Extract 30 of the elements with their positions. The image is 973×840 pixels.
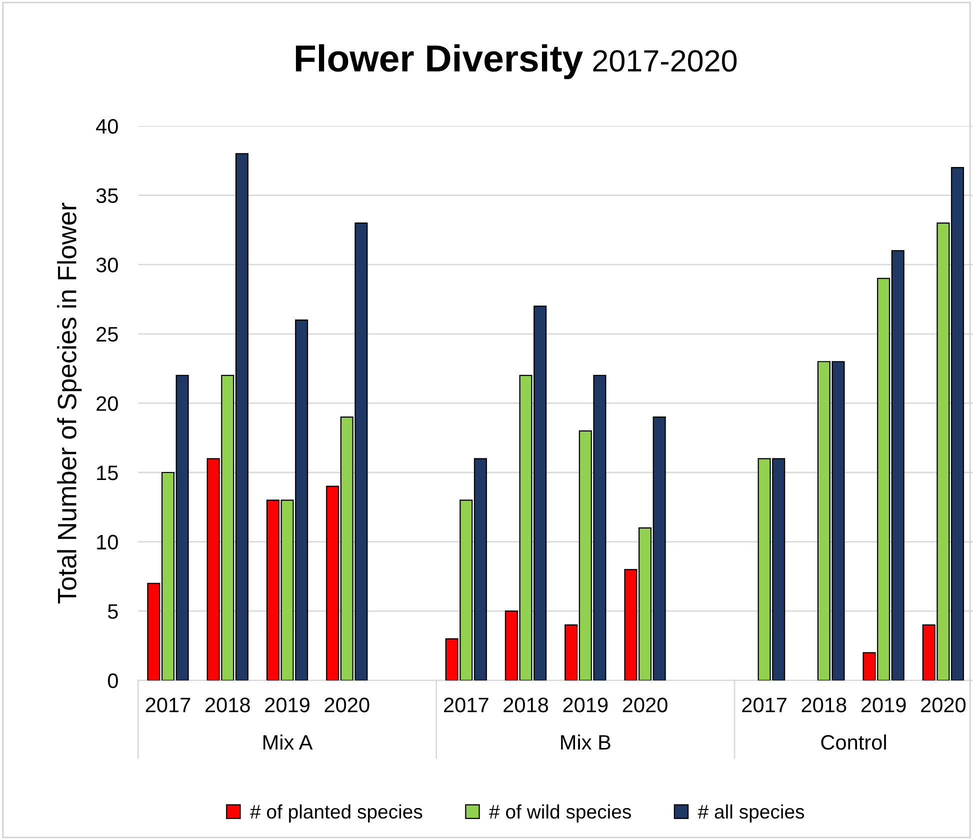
x-tick-label: 2019 [265, 698, 310, 712]
y-tick-label: 5 [108, 604, 118, 619]
y-tick-label: 40 [96, 119, 118, 134]
text: Mix A [263, 734, 313, 750]
y-tick-label: 15 [97, 466, 118, 480]
y-tick-label: 10 [97, 534, 118, 550]
x-tick-label: 2018 [205, 698, 250, 712]
text: Mix B [561, 734, 610, 750]
y-tick-label: 35 [96, 188, 118, 204]
legend-label: # of planted species [250, 804, 422, 822]
legend-label: # all species [698, 804, 804, 822]
text: Control [821, 734, 886, 750]
x-tick-label: 2018 [504, 698, 548, 712]
y-tick-label: 20 [96, 396, 118, 411]
y-tick-label: 0 [108, 673, 118, 688]
legend-label: # of wild species [489, 804, 631, 822]
x-tick-label: 2020 [921, 698, 966, 712]
x-tick-label: 2018 [802, 698, 846, 712]
x-tick-label: 2020 [622, 698, 668, 712]
x-tick-label: 2017 [444, 698, 488, 712]
x-tick-label: 2019 [563, 698, 608, 712]
x-tick-label: 2017 [146, 698, 190, 712]
chart-subtitle: 2017-2020 [593, 50, 737, 72]
x-tick-label: 2019 [861, 698, 906, 712]
y-tick-label: 30 [96, 258, 118, 272]
x-tick-label: 2020 [324, 698, 370, 712]
y-axis-title: Total Number of Species in Flower [57, 202, 82, 604]
chart-title: Flower Diversity [296, 44, 583, 80]
y-tick-label: 25 [96, 326, 118, 342]
x-tick-label: 2017 [742, 698, 786, 712]
